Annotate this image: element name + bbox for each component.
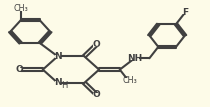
FancyBboxPatch shape xyxy=(93,43,100,47)
Text: O: O xyxy=(92,40,100,49)
Text: O: O xyxy=(15,65,23,74)
Text: CH₃: CH₃ xyxy=(13,4,28,13)
FancyBboxPatch shape xyxy=(182,11,188,14)
FancyBboxPatch shape xyxy=(93,93,100,96)
FancyBboxPatch shape xyxy=(125,78,135,82)
FancyBboxPatch shape xyxy=(16,7,25,11)
Text: NH: NH xyxy=(127,54,142,63)
Text: O: O xyxy=(92,90,100,99)
FancyBboxPatch shape xyxy=(55,81,61,85)
Text: N: N xyxy=(54,78,62,87)
FancyBboxPatch shape xyxy=(55,55,61,58)
Text: N: N xyxy=(54,52,62,61)
Text: CH₃: CH₃ xyxy=(123,76,138,85)
Text: H: H xyxy=(61,81,67,90)
FancyBboxPatch shape xyxy=(130,56,139,60)
FancyBboxPatch shape xyxy=(16,68,22,71)
Text: F: F xyxy=(182,8,188,17)
